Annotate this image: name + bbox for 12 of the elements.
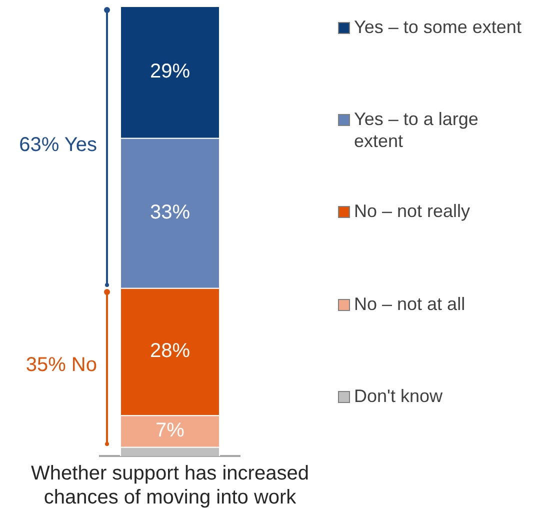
legend-label: Don't know [354, 385, 442, 407]
text: 63% Yes [19, 134, 97, 157]
x-tick-label: Whether support has increased chances of moving into work [31, 462, 309, 509]
text: 35% No [26, 354, 97, 378]
data-label: 7% [156, 420, 185, 442]
legend-label: No – not really [354, 200, 470, 222]
data-label: 28% [150, 340, 190, 362]
legend-label: No – not at all [354, 293, 466, 315]
data-label: 29% [150, 60, 190, 82]
legend-label: Yes – to some extent [354, 16, 522, 38]
data-label: 33% [150, 201, 190, 224]
text: Yes – to a large extent [354, 108, 480, 152]
